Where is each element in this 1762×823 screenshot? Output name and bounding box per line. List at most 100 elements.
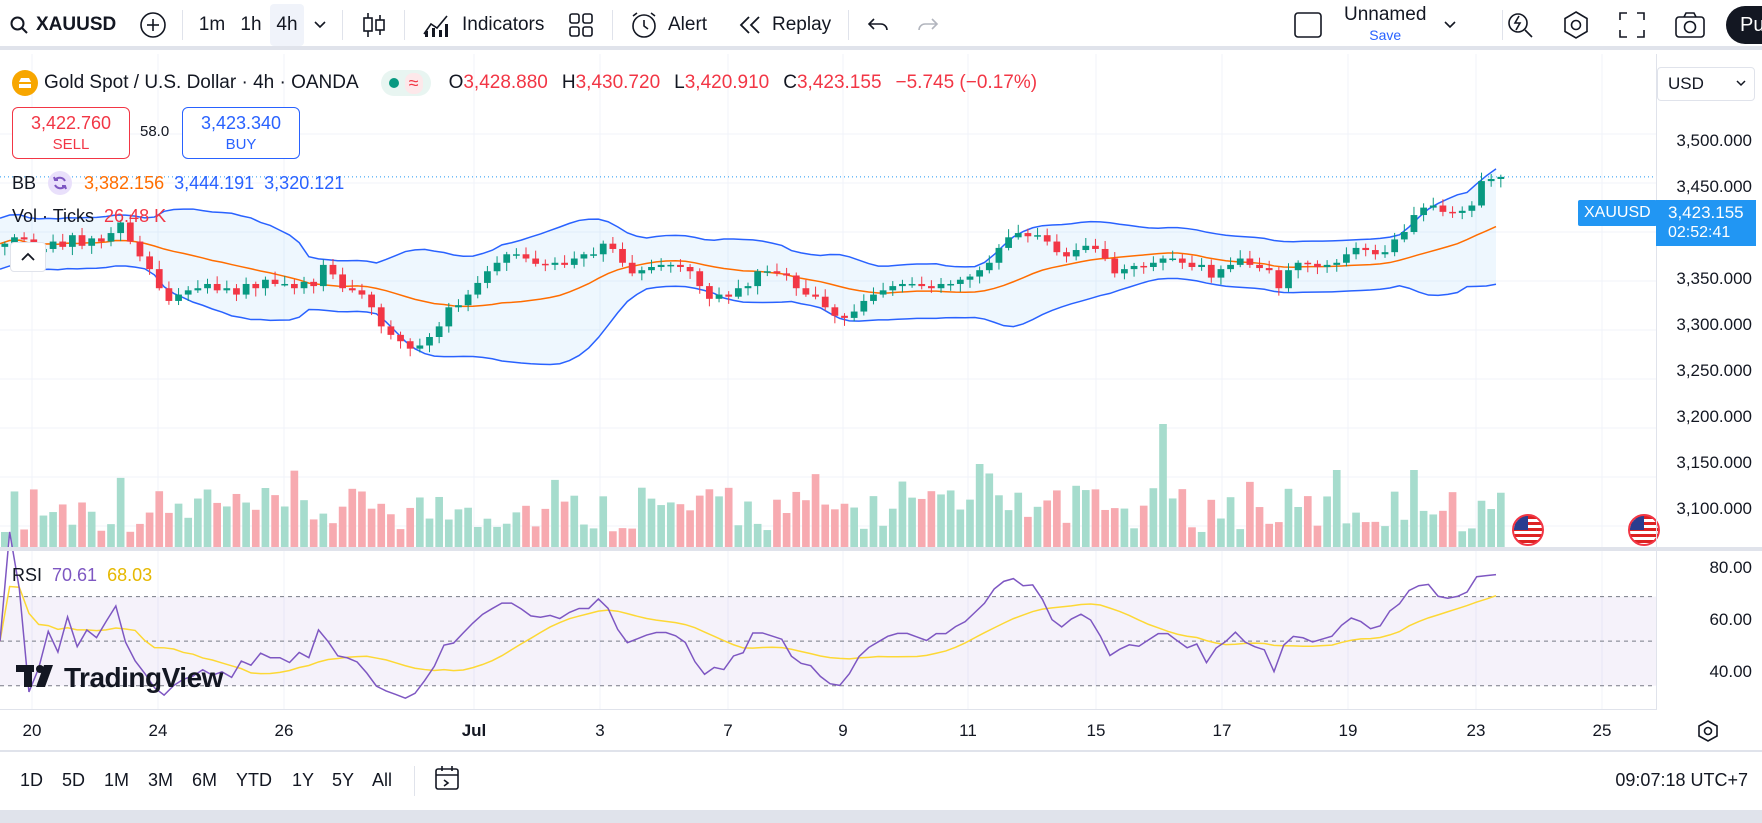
volume-bar (280, 506, 289, 548)
candle-body (580, 254, 588, 259)
pane-separator[interactable] (0, 547, 1762, 551)
time-axis-label: 23 (1466, 721, 1486, 740)
candle-body (792, 275, 800, 289)
candle-body (1140, 265, 1148, 268)
candle-body (300, 281, 308, 289)
candle-body (69, 235, 76, 247)
range-button-3m[interactable]: 3M (148, 770, 174, 790)
volume-bar (985, 473, 994, 548)
symbol-search-button[interactable]: XAUUSD (10, 0, 116, 50)
publish-button[interactable]: Pu (1726, 6, 1762, 44)
volume-bar (194, 498, 202, 548)
volume-bar (107, 524, 115, 548)
chevron-up-icon (21, 248, 35, 266)
volume-bar (908, 497, 916, 548)
volume-bar (126, 531, 135, 548)
quick-search-button[interactable] (1500, 0, 1540, 50)
date-range-button[interactable] (434, 765, 462, 798)
interval-dropdown-button[interactable] (308, 0, 332, 50)
interval-4h-button[interactable]: 4h (270, 4, 304, 46)
interval-label: 1h (240, 14, 262, 35)
range-button-1m[interactable]: 1M (104, 770, 130, 790)
candle-body (242, 283, 250, 295)
volume-bar (975, 464, 984, 548)
candle-body (416, 345, 424, 349)
candle-body (899, 283, 906, 287)
symbol-title[interactable]: Gold Spot / U.S. Dollar · 4h · OANDA (44, 72, 359, 93)
range-button-ytd[interactable]: YTD (236, 770, 272, 790)
candle-body (1, 243, 9, 247)
candle-body (426, 336, 433, 346)
volume-bar (956, 509, 965, 548)
range-button-1d[interactable]: 1D (20, 770, 44, 790)
volume-bar (859, 528, 868, 548)
templates-button[interactable] (561, 0, 601, 50)
collapse-legend-button[interactable] (10, 242, 46, 272)
interval-1m-button[interactable]: 1m (192, 0, 232, 50)
volume-bar (1361, 522, 1370, 548)
currency-select[interactable]: USD (1657, 67, 1755, 101)
range-button-5y[interactable]: 5Y (332, 770, 355, 790)
volume-bar (927, 491, 936, 548)
market-status-badge[interactable]: ≈ (380, 70, 431, 96)
price-change: −5.745 (−0.17%) (895, 72, 1038, 93)
range-button-5d[interactable]: 5D (62, 770, 86, 790)
candle-body (754, 271, 762, 287)
timezone-clock[interactable]: 09:07:18 UTC+7 (1615, 770, 1748, 790)
candle-body (1092, 245, 1099, 249)
snapshot-button[interactable] (1670, 0, 1710, 50)
us-flag-event-icon[interactable] (1512, 514, 1544, 546)
settings-button[interactable] (1556, 0, 1596, 50)
sell-button[interactable]: 3,422.760 SELL (12, 107, 130, 159)
chart-type-button[interactable] (354, 0, 394, 50)
volume-bar (1139, 505, 1148, 548)
candle-body (11, 237, 18, 244)
candle-body (1121, 269, 1128, 274)
candle-body (204, 283, 211, 289)
layout-button[interactable]: Unnamed Save (1294, 0, 1456, 50)
rsi-legend[interactable]: RSI 70.61 68.03 (12, 565, 152, 586)
bb-legend[interactable]: BB 3,382.156 3,444.191 3,320.121 (12, 171, 344, 195)
interval-1h-button[interactable]: 1h (231, 0, 271, 50)
price-chart-svg[interactable] (0, 54, 1656, 710)
candle-body (1333, 262, 1341, 265)
candle-body (541, 263, 549, 266)
volume-bar (464, 507, 472, 548)
layout-name: Unnamed (1344, 4, 1427, 25)
chart-area[interactable] (0, 54, 1656, 710)
range-button-all[interactable]: All (372, 770, 393, 790)
volume-legend[interactable]: Vol · Ticks 26.48 K (12, 206, 166, 227)
volume-bar (1120, 508, 1129, 548)
alert-button[interactable]: Alert (630, 0, 707, 50)
volume-bar (184, 517, 193, 548)
candle-body (1449, 211, 1456, 214)
compare-add-button[interactable] (133, 0, 173, 50)
us-flag-event-icon[interactable] (1628, 514, 1660, 546)
chevron-down-icon (1444, 21, 1456, 29)
candle-body (1005, 237, 1012, 248)
price-axis[interactable]: 3,500.000 3,450.000 3,350.000 3,300.000 3,25… (1656, 54, 1762, 710)
volume-bar (1, 532, 9, 548)
candle-body (1410, 215, 1418, 233)
indicators-button[interactable]: Indicators (422, 0, 544, 50)
redo-button[interactable] (908, 0, 948, 50)
range-button-6m[interactable]: 6M (192, 770, 218, 790)
candle-body (734, 288, 742, 297)
replay-button[interactable]: Replay (738, 0, 831, 50)
volume-bar (1400, 519, 1409, 548)
buy-button[interactable]: 3,423.340 BUY (182, 107, 300, 159)
candle-body (78, 235, 86, 246)
ohlc-value: 3,423.155 (796, 72, 882, 93)
candle-body (233, 288, 240, 295)
volume-bar (1178, 489, 1187, 548)
time-axis-settings-button[interactable] (1696, 719, 1720, 748)
volume-bar (541, 508, 550, 548)
candle-body (377, 307, 385, 327)
candle-body (1285, 270, 1292, 289)
candle-body (146, 256, 153, 270)
range-button-1y[interactable]: 1Y (292, 770, 315, 790)
volume-bar (136, 523, 144, 548)
undo-button[interactable] (858, 0, 898, 50)
fullscreen-button[interactable] (1612, 0, 1652, 50)
rsi-value: 70.61 (52, 565, 98, 585)
